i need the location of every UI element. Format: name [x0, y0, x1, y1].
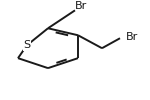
Text: S: S [23, 40, 31, 50]
Text: Br: Br [75, 1, 87, 11]
Text: Br: Br [126, 32, 138, 42]
